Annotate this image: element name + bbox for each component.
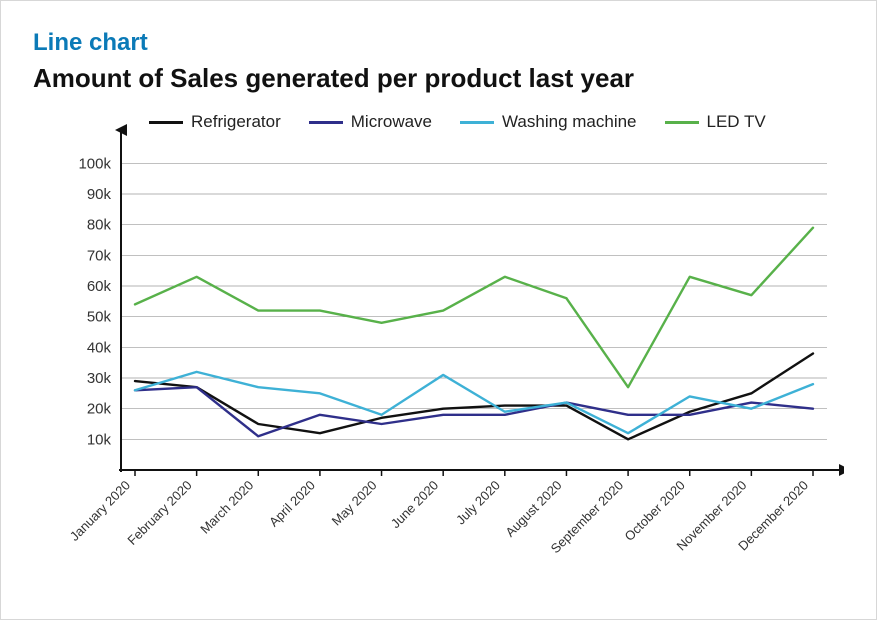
y-tick-label: 10k — [87, 431, 112, 448]
series-washing-machine — [135, 372, 813, 433]
legend-item-washing-machine: Washing machine — [460, 112, 637, 132]
x-tick-label: August 2020 — [502, 478, 564, 540]
y-tick-label: 80k — [87, 217, 112, 234]
x-tick-label: February 2020 — [124, 478, 194, 548]
series-led-tv — [135, 228, 813, 387]
x-tick-label: March 2020 — [197, 478, 256, 537]
legend-label: Washing machine — [502, 112, 637, 132]
y-tick-label: 100k — [78, 155, 111, 172]
x-tick-label: July 2020 — [453, 478, 503, 528]
y-tick-label: 90k — [87, 186, 112, 203]
legend-swatch — [665, 121, 699, 124]
y-tick-label: 70k — [87, 247, 112, 264]
legend-label: Microwave — [351, 112, 432, 132]
x-tick-label: May 2020 — [329, 478, 380, 529]
legend-item-refrigerator: Refrigerator — [149, 112, 281, 132]
x-tick-label: January 2020 — [67, 478, 133, 544]
line-chart-svg: 10k 20k 30k 40k 50k 60k 70k 80k 90k 100k January 2… — [33, 104, 844, 584]
chart-area: 10k 20k 30k 40k 50k 60k 70k 80k 90k 100k January 2… — [33, 104, 844, 584]
legend-swatch — [460, 121, 494, 124]
y-tick-label: 60k — [87, 278, 112, 295]
legend-label: Refrigerator — [191, 112, 281, 132]
x-tick-label: October 2020 — [622, 478, 688, 544]
legend: Refrigerator Microwave Washing machine LED … — [149, 112, 766, 132]
y-tick-label: 20k — [87, 401, 112, 418]
chart-frame: Line chart Amount of Sales generated per… — [0, 0, 877, 620]
legend-swatch — [149, 121, 183, 124]
y-tick-label: 30k — [87, 370, 112, 387]
x-tick-label: April 2020 — [266, 478, 318, 530]
x-tick-label: June 2020 — [388, 478, 442, 532]
legend-item-led-tv: LED TV — [665, 112, 766, 132]
legend-label: LED TV — [707, 112, 766, 132]
y-tick-label: 40k — [87, 339, 112, 356]
chart-title: Amount of Sales generated per product la… — [33, 63, 844, 94]
legend-item-microwave: Microwave — [309, 112, 432, 132]
legend-swatch — [309, 121, 343, 124]
chart-type-label: Line chart — [33, 29, 844, 57]
series-refrigerator — [135, 353, 813, 439]
y-tick-label: 50k — [87, 309, 112, 326]
